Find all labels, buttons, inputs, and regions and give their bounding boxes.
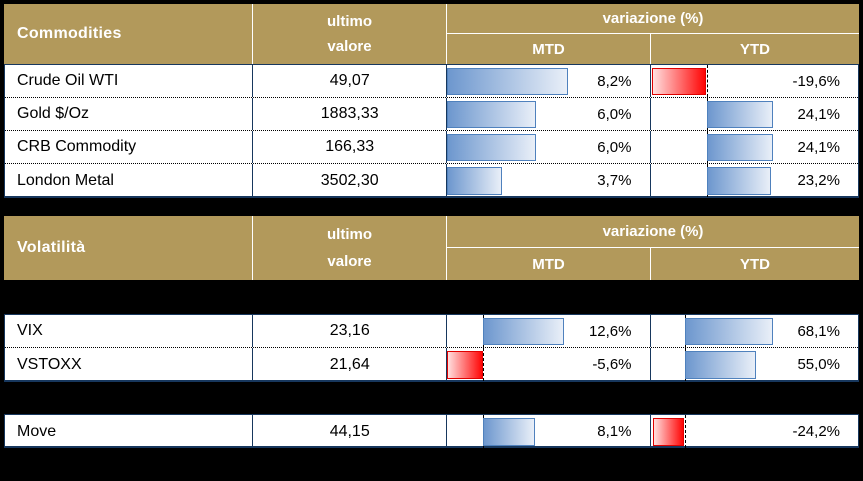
commodities-table: Crude Oil WTI 49,07 8,2% -19,6% Gold $/O…	[4, 64, 859, 198]
mtd-bar-cell: 6,0%	[446, 98, 651, 130]
ultimo-valore-cell: 23,16	[253, 315, 447, 347]
commodities-title: Commodities	[4, 4, 253, 64]
table-row-vix: VIX 23,16 12,6% 68,1%	[5, 315, 858, 348]
ultimo-valore-cell: 166,33	[253, 131, 447, 163]
table-row-crude-oil-wti: Crude Oil WTI 49,07 8,2% -19,6%	[5, 65, 858, 98]
ultimo-valore-cell: 21,64	[253, 348, 447, 381]
ytd-pct-label: 24,1%	[797, 138, 840, 156]
mtd-pct-label: 12,6%	[588, 322, 632, 340]
ultimo-valore-cell: 3502,30	[253, 164, 447, 197]
mtd-bar-cell: 3,7%	[446, 164, 651, 197]
ytd-bar-cell: 68,1%	[651, 315, 859, 347]
mtd-data-bar	[482, 418, 535, 446]
instrument-name: CRB Commodity	[5, 131, 254, 163]
mtd-pct-label: 8,1%	[597, 423, 632, 440]
ytd-data-bar	[706, 101, 774, 128]
col-header-ultimo-valore: ultimo valore	[253, 4, 447, 64]
mtd-bar-cell: 8,1%	[447, 415, 651, 448]
ytd-data-bar	[706, 167, 771, 195]
mtd-bar-cell: -5,6%	[447, 348, 651, 381]
ytd-pct-label: 23,2%	[797, 172, 840, 189]
commodities-header: Commodities ultimo valore variazione (%)…	[4, 4, 859, 64]
ytd-bar-cell: 55,0%	[651, 348, 859, 381]
move-table: Move 44,15 8,1% -24,2%	[4, 414, 859, 448]
mtd-data-bar	[447, 351, 483, 379]
ultimo-label: ultimo	[327, 12, 372, 30]
table-row-gold: Gold $/Oz 1883,33 6,0% 24,1%	[5, 98, 858, 131]
variazione-label: variazione (%)	[447, 4, 859, 34]
ytd-bar-cell: 24,1%	[651, 98, 859, 130]
table-row-vstoxx: VSTOXX 21,64 -5,6% 55,0%	[5, 348, 858, 381]
col-header-ytd: YTD	[740, 40, 770, 58]
ytd-zero-axis	[706, 65, 708, 97]
ytd-data-bar	[653, 418, 685, 446]
valore-label: valore	[327, 253, 372, 270]
mtd-bar-cell: 12,6%	[447, 315, 651, 347]
ultimo-valore-cell: 1883,33	[253, 98, 447, 130]
volatilita-table: VIX 23,16 12,6% 68,1% VSTOXX 21,64 -5,6%	[4, 314, 859, 382]
mtd-data-bar	[446, 68, 569, 95]
mtd-bar-cell: 6,0%	[446, 131, 651, 163]
volatilita-title: Volatilità	[4, 216, 253, 280]
col-header-variazione-group: variazione (%) MTD YTD	[447, 4, 859, 64]
col-header-ultimo-valore: ultimo valore	[253, 216, 447, 280]
ytd-pct-label: 55,0%	[797, 356, 840, 373]
mtd-pct-label: 8,2%	[597, 72, 632, 90]
ytd-zero-axis	[684, 415, 686, 448]
ytd-bar-cell: -24,2%	[651, 415, 859, 448]
instrument-name: VIX	[5, 315, 254, 347]
ytd-pct-label: -24,2%	[792, 423, 840, 440]
ytd-pct-label: 24,1%	[797, 105, 840, 123]
ultimo-valore-cell: 44,15	[253, 415, 447, 448]
mtd-zero-axis	[482, 348, 484, 381]
variazione-label: variazione (%)	[447, 216, 859, 248]
ytd-data-bar	[684, 351, 756, 379]
ytd-bar-cell: 23,2%	[651, 164, 859, 197]
mtd-pct-label: 6,0%	[597, 138, 632, 156]
instrument-name: London Metal	[5, 164, 254, 197]
instrument-name: Crude Oil WTI	[5, 65, 254, 97]
mtd-data-bar	[446, 167, 502, 195]
valore-label: valore	[327, 38, 372, 56]
mtd-pct-label: 6,0%	[597, 105, 632, 123]
mtd-bar-cell: 8,2%	[446, 65, 651, 97]
ytd-data-bar	[652, 68, 707, 95]
ytd-bar-cell: 24,1%	[651, 131, 859, 163]
mtd-pct-label: 3,7%	[597, 172, 632, 189]
table-row-move: Move 44,15 8,1% -24,2%	[5, 415, 858, 448]
col-header-mtd: MTD	[447, 248, 651, 280]
mtd-pct-label: -5,6%	[592, 356, 632, 373]
volatilita-header: Volatilità ultimo valore variazione (%) …	[4, 216, 859, 280]
ytd-data-bar	[706, 134, 774, 161]
ytd-pct-label: -19,6%	[792, 72, 840, 90]
instrument-name: VSTOXX	[5, 348, 254, 381]
ultimo-label: ultimo	[327, 226, 372, 243]
col-header-ytd: YTD	[740, 255, 770, 273]
ytd-pct-label: 68,1%	[797, 322, 840, 340]
table-row-crb: CRB Commodity 166,33 6,0% 24,1%	[5, 131, 858, 164]
instrument-name: Move	[5, 415, 254, 448]
mtd-data-bar	[482, 318, 564, 345]
col-header-variazione-group: variazione (%) MTD YTD	[447, 216, 859, 280]
ytd-data-bar	[684, 318, 774, 345]
mtd-data-bar	[446, 134, 536, 161]
ultimo-valore-cell: 49,07	[253, 65, 447, 97]
table-row-london-metal: London Metal 3502,30 3,7% 23,2%	[5, 164, 858, 197]
mtd-data-bar	[446, 101, 536, 128]
ytd-bar-cell: -19,6%	[651, 65, 859, 97]
instrument-name: Gold $/Oz	[5, 98, 254, 130]
col-header-mtd: MTD	[447, 34, 651, 64]
